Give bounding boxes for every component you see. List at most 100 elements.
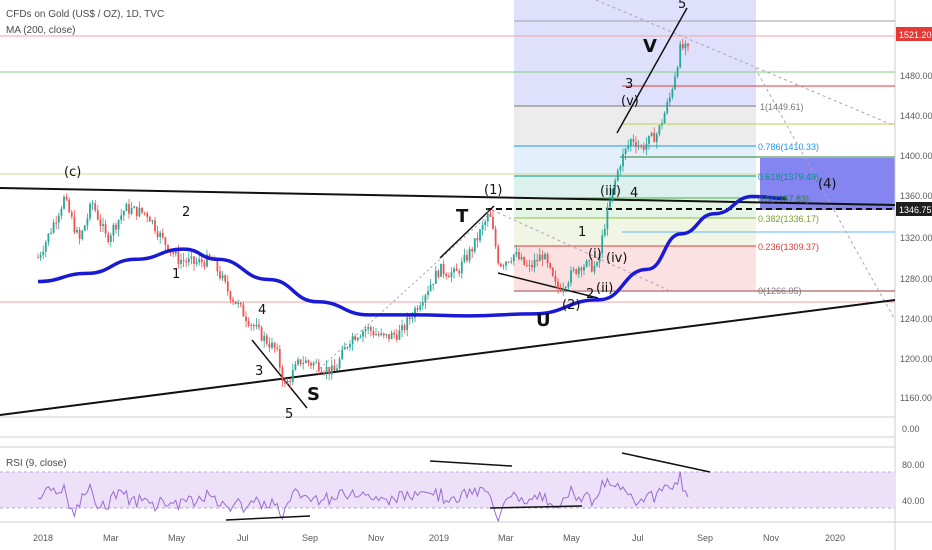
candle-body	[380, 333, 383, 336]
candle-body	[94, 203, 97, 211]
rsi-band	[0, 472, 895, 508]
time-tick: Jul	[237, 533, 249, 543]
candle-body	[629, 139, 632, 146]
candle-body	[148, 216, 151, 222]
candle-body	[367, 327, 370, 330]
fib-band-0786	[514, 146, 756, 176]
candle-body	[234, 301, 237, 304]
big-label-t: T	[456, 206, 469, 227]
rsi-divergence-2	[429, 460, 513, 467]
candle-body	[359, 336, 362, 338]
candle-body	[104, 224, 107, 234]
candle-body	[593, 265, 596, 272]
time-tick: Mar	[103, 533, 119, 543]
price-tick: 1160.00	[900, 393, 932, 403]
candle-body	[258, 324, 260, 328]
fib-label-05: 0.5(1357.83)	[758, 194, 809, 204]
chart-title: CFDs on Gold (US$ / OZ), 1D, TVC	[6, 9, 165, 20]
candle-body	[507, 261, 510, 263]
candle-body	[609, 199, 611, 208]
candle-body	[385, 334, 388, 336]
candle-body	[338, 358, 341, 369]
wave-label-iv: (iv)	[606, 251, 627, 266]
candle-body	[57, 215, 60, 223]
target-box	[760, 158, 895, 210]
candle-body	[50, 232, 52, 234]
candle-body	[434, 270, 437, 284]
candle-body	[585, 260, 588, 267]
candle-body	[453, 268, 455, 273]
candle-body	[128, 204, 130, 214]
big-label-s: S	[307, 384, 320, 405]
candle-body	[538, 254, 541, 262]
candle-body	[107, 233, 110, 242]
fib-label-0786: 0.786(1410.33)	[758, 142, 819, 152]
candle-body	[276, 347, 279, 349]
candle-body	[312, 362, 315, 366]
time-tick: Sep	[302, 533, 318, 543]
candle-body	[619, 166, 622, 171]
candle-body	[572, 269, 575, 271]
candle-body	[242, 304, 245, 317]
candle-body	[320, 371, 323, 373]
candle-body	[52, 222, 55, 233]
candle-body	[429, 284, 432, 291]
projection-dashed-2	[754, 67, 896, 321]
candle-body	[323, 372, 325, 374]
candle-body	[237, 302, 240, 305]
candle-body	[336, 368, 338, 371]
candle-body	[362, 331, 364, 337]
candle-body	[291, 370, 294, 382]
candle-body	[63, 196, 65, 209]
rsi-legend: RSI (9, close)	[6, 458, 67, 469]
resistance-trendline	[0, 187, 896, 206]
candle-body	[343, 347, 346, 350]
candle-body	[455, 268, 458, 271]
time-tick: Nov	[368, 533, 385, 543]
candle-body	[421, 302, 424, 306]
candle-body	[239, 302, 242, 305]
candle-body	[177, 251, 180, 264]
candle-body	[86, 218, 89, 226]
rsi-divergence-4	[621, 452, 711, 473]
candle-body	[627, 145, 630, 149]
candle-body	[159, 232, 162, 238]
fib-label-0236: 0.236(1309.37)	[758, 242, 819, 252]
wave-label-5: 5	[285, 407, 293, 422]
candle-body	[577, 267, 580, 275]
fib-band-1	[514, 106, 756, 146]
candle-body	[515, 252, 518, 255]
candle-body	[252, 324, 255, 327]
candle-body	[468, 248, 471, 261]
candle-body	[294, 364, 297, 371]
candle-body	[687, 43, 689, 47]
candle-body	[671, 89, 674, 98]
candle-body	[398, 330, 401, 340]
candle-body	[390, 332, 393, 340]
candle-body	[226, 281, 229, 292]
rsi-divergence-1	[225, 515, 311, 521]
candle-body	[112, 224, 115, 236]
fib-label-0: 0(1266.05)	[758, 286, 802, 296]
candle-body	[445, 274, 448, 277]
candle-body	[484, 221, 487, 226]
candle-body	[208, 254, 211, 258]
candle-body	[554, 275, 557, 282]
wave-label-1b: 1	[578, 225, 586, 240]
fib-band-0618	[514, 176, 756, 198]
candle-body	[115, 224, 117, 230]
candle-body	[180, 259, 182, 264]
candle-body	[632, 139, 635, 142]
candle-body	[138, 207, 141, 217]
candle-body	[167, 244, 169, 252]
candle-body	[666, 102, 669, 114]
candle-body	[494, 228, 497, 247]
candle-body	[143, 212, 146, 214]
candle-body	[198, 259, 201, 263]
candle-body	[406, 317, 409, 330]
candle-body	[364, 329, 367, 332]
candle-body	[96, 210, 99, 220]
candle-body	[674, 76, 676, 89]
candle-body	[70, 212, 73, 217]
